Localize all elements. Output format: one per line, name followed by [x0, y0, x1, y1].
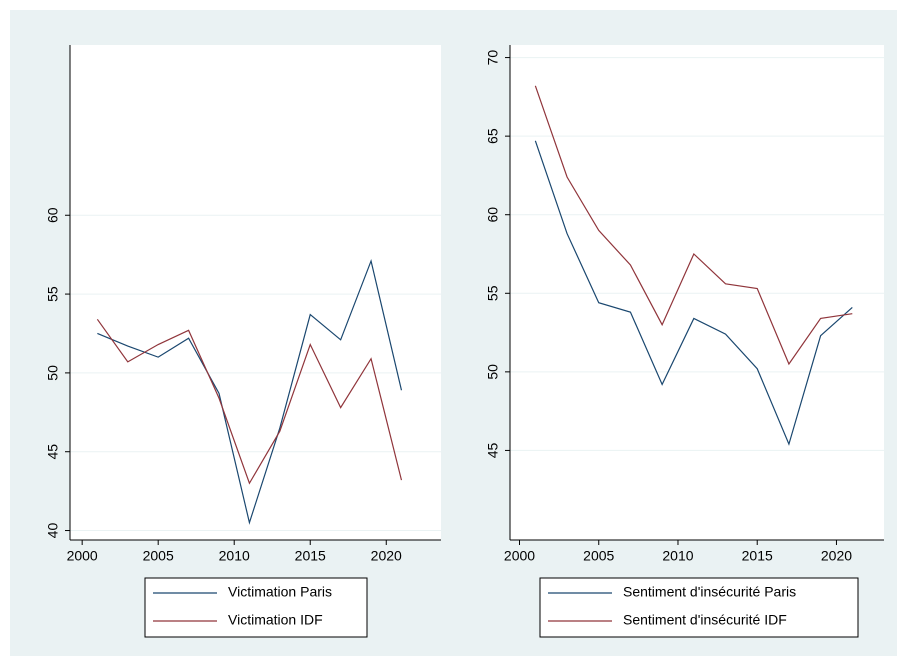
x-tick-label: 2020: [821, 548, 852, 564]
legend-label: Sentiment d'insécurité Paris: [623, 584, 796, 600]
y-tick-label: 40: [45, 523, 61, 539]
y-tick-label: 60: [485, 207, 501, 223]
legend-label: Victimation IDF: [228, 612, 323, 628]
y-tick-label: 55: [45, 286, 61, 302]
x-tick-label: 2005: [583, 548, 614, 564]
legend-label: Victimation Paris: [228, 584, 332, 600]
x-tick-label: 2010: [662, 548, 693, 564]
y-tick-label: 45: [45, 444, 61, 460]
y-tick-label: 50: [485, 364, 501, 380]
x-tick-label: 2015: [295, 548, 326, 564]
x-tick-label: 2000: [504, 548, 535, 564]
plot-area: [510, 45, 884, 540]
legend-box: [144, 577, 368, 638]
series-line: [97, 258, 403, 525]
series-line: [534, 140, 853, 446]
legend-box: [539, 577, 859, 638]
x-tick-label: 2020: [371, 548, 402, 564]
x-tick-label: 2010: [219, 548, 250, 564]
plot-area: [70, 45, 441, 540]
y-tick-label: 65: [485, 128, 501, 144]
y-tick-label: 45: [485, 442, 501, 458]
x-tick-label: 2015: [742, 548, 773, 564]
legend-label: Sentiment d'insécurité IDF: [623, 612, 787, 628]
x-tick-label: 2000: [67, 548, 98, 564]
series-line: [534, 85, 853, 366]
y-tick-label: 55: [485, 285, 501, 301]
series-line: [96, 318, 403, 485]
y-tick-label: 60: [45, 207, 61, 223]
y-tick-label: 50: [45, 365, 61, 381]
x-tick-label: 2005: [143, 548, 174, 564]
y-tick-label: 70: [485, 50, 501, 66]
